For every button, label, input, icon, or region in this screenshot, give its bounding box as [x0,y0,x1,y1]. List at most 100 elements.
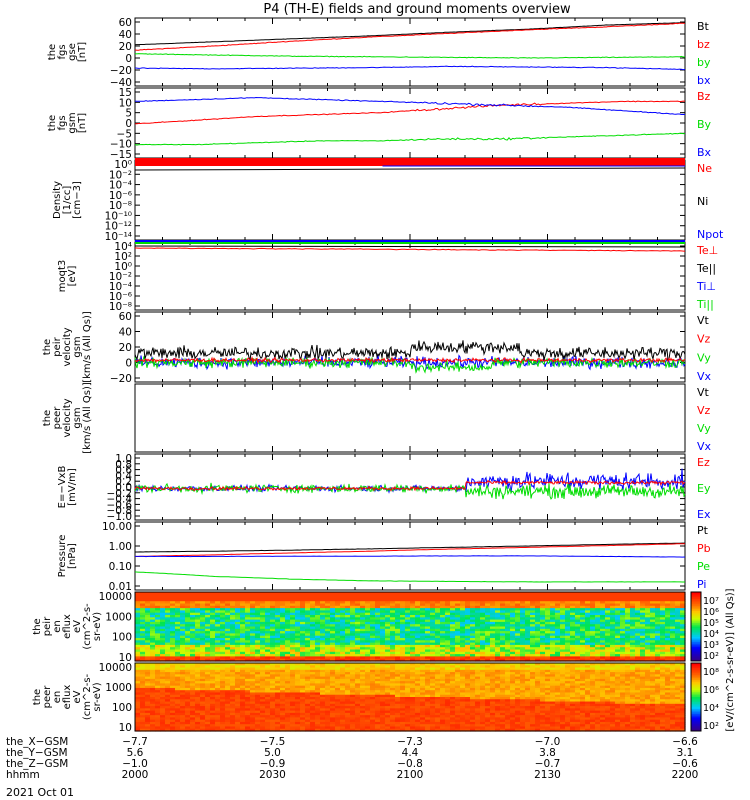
peer-velocity-legend-green: Vy [697,422,711,435]
fgs-gse-ylabel: [nT] [77,42,88,62]
density-legend-blue: Npot [697,228,724,241]
peir-velocity-line-green [134,356,686,374]
peer-spectrogram-ytick: 10 [119,722,132,734]
fgs-gse-ylabel: fgs [57,44,68,59]
density-ytick: 10⁻⁶ [109,190,132,202]
fgs-gsm-ytick: −10 [110,139,132,151]
peir-spectrogram-ylabel: sr-eV) [92,612,103,641]
pressure-ylabel: [nPa] [67,543,78,569]
pressure-line-green [134,571,685,583]
fgs-gsm-ylabel: gsm [67,112,78,133]
peer-spectrogram-ylabel: eflux [62,685,73,710]
pressure-legend-blue: Pi [697,578,706,591]
efield-line-red [134,479,686,492]
peer-spectrogram-ylabel: peer [42,685,53,709]
xaxis-value: 2030 [259,769,286,781]
pressure-legend-green: Pe [697,560,710,573]
e-field-ytick: 0.8 [115,459,132,471]
xaxis-value: 3.8 [539,747,556,759]
fgs-gse-frame [134,17,686,87]
temperature-ytick: 10⁻⁶ [109,291,132,303]
xaxis-value: −0.7 [535,758,561,770]
fgs-gsm-line-green [134,132,685,146]
fgs-gsm-ytick: −5 [117,128,132,140]
peir-spectrogram-ytick: 10000 [99,591,132,603]
temperature-ylabel: moqt3 [57,260,68,293]
pressure-line-red [134,543,686,558]
fgs-gsm-ytick: −15 [110,149,132,161]
e-field-ytick: 1.0 [115,453,132,465]
fgs-gsm-legend-blue: Bx [697,146,712,159]
density-ylabel: [cm−3] [72,181,83,219]
peir-spectrogram-ylabel: en [52,620,63,633]
peer-spectrogram-ytick: 10000 [99,662,132,674]
e-field-ytick: 0.2 [115,476,132,488]
density-ytick: 10⁻⁴ [109,180,132,192]
peer-spectrogram-ylabel: sr-eV) [92,682,103,711]
peer-spectrogram-colorbar-tick: 10⁶ [703,685,719,696]
efield-line-green [134,482,686,500]
peer-velocity-legend-red: Vz [697,404,711,417]
peir-spectrogram-ylabel: (cm^2-s- [82,603,93,650]
pressure-line-black [135,542,685,553]
peir-velocity-ytick: 0 [125,358,132,370]
fgs-gsm-ylabel: fgs [57,115,68,130]
peir-spectrogram-colorbar-tick: 10⁷ [703,596,719,607]
peir-spectrogram-cells [135,592,686,662]
temperature-legend-blue: Ti⊥ [696,280,716,293]
pressure-legend-black: Pt [697,524,709,537]
peer-spectrogram-ylabel: en [52,691,63,704]
pressure-ytick: 1.00 [109,541,132,553]
peir-spectrogram-ytick: 100 [112,632,132,644]
temperature-legend-red: Te⊥ [696,244,718,257]
peir-spectrogram-ylabel: eflux [62,614,73,639]
peer-spectrogram-ylabel: (cm^2-s- [82,673,93,720]
xaxis-value: −7.5 [260,736,286,748]
temp-line-black [134,245,686,248]
pressure-ytick: 0.10 [109,561,132,573]
fgs-gsm-ylabel: the [47,115,58,131]
e-field-frame [134,453,686,521]
temperature-ytick: 10² [114,251,132,263]
e-field-ytick: −0.2 [107,488,133,500]
fgs-gsm-line-red [134,100,685,125]
temperature-ytick: 10⁰ [114,261,132,273]
fgs-gse-legend-green: by [697,56,711,69]
peer-velocity-legend-blue: Vx [697,440,712,453]
xaxis-value: 5.0 [264,747,281,759]
date-label: 2021 Oct 01 [6,786,74,799]
xaxis-row-label: the_X−GSM [6,736,68,748]
e-field-ylabel: [mV/m] [67,468,78,506]
peir-spectrogram-colorbar-tick: 10⁵ [703,618,719,629]
temperature-frame [134,241,686,311]
peir-velocity-line-black [134,340,686,362]
peir-spectrogram-colorbar-tick: 10² [703,651,719,662]
temperature-ytick: 10⁻⁸ [109,301,132,313]
peir-velocity-ytick: 40 [119,327,132,339]
peir-velocity-ytick: −20 [110,373,132,385]
xaxis-row-label: the_Z−GSM [6,758,68,770]
e-field-ytick: −0.4 [107,494,133,506]
peir-velocity-line-red [134,356,686,365]
e-field-ytick: 0.6 [115,465,132,477]
peer-spectrogram-colorbar-tick: 10⁴ [703,703,719,714]
temperature-legend-black: Te|| [696,262,716,275]
temperature-legend-green: Ti|| [696,298,714,311]
peer-spectrogram-ytick: 1000 [105,682,132,694]
fgs-gse-ylabel: the [47,44,58,60]
xaxis-value: 2200 [672,769,699,781]
peer-velocity-ylabel: [km/s (All Qs)] [82,382,93,454]
e-field-legend-green: Ey [697,482,711,495]
density-ytick: 10⁻¹⁰ [105,210,132,222]
density-ytick: 10⁻¹² [105,221,132,233]
e-field-legend-red: Ez [697,456,710,469]
fgs-gse-line-black [134,22,686,46]
pressure-line-blue [135,555,686,558]
density-line-black [134,167,686,171]
peir-spectrogram-ytick: 10 [119,652,132,664]
peir-velocity-ylabel: the [42,339,53,355]
peer-velocity-ylabel: gsm [72,407,83,428]
peir-spectrogram-ytick: 1000 [105,611,132,623]
density-ytick: 10⁻² [109,169,132,181]
